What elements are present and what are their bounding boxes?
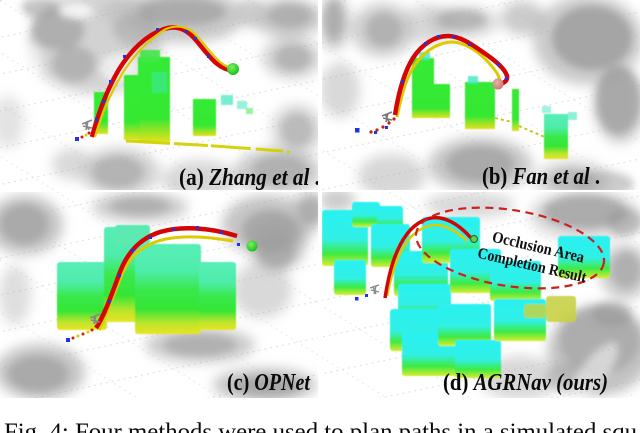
svg-text:Fig. 4: Four methods were used: Fig. 4: Four methods were used to plan p… xyxy=(4,420,637,433)
svg-text:(b) Fan et al .: (b) Fan et al . xyxy=(482,164,600,190)
svg-text:(a) Zhang et al .: (a) Zhang et al . xyxy=(179,165,320,191)
svg-text:(c) OPNet: (c) OPNet xyxy=(227,370,311,396)
svg-text:(d) AGRNav (ours): (d) AGRNav (ours) xyxy=(443,370,608,396)
